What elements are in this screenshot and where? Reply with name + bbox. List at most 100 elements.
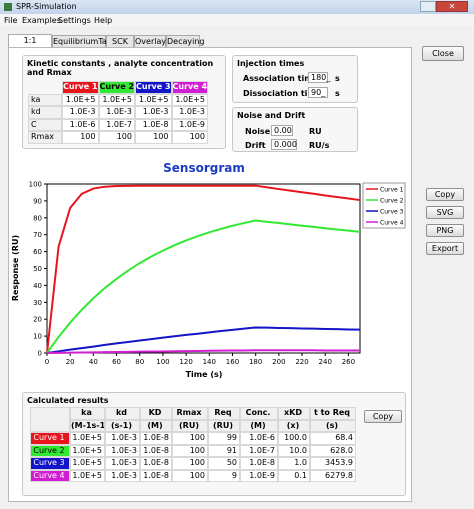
plot-area (46, 183, 361, 354)
minimize-button[interactable] (420, 1, 436, 12)
table-cell: 1.0E-8 (140, 444, 172, 457)
x-tick-label: 140 (203, 358, 216, 366)
table-cell[interactable]: 1.0E-3 (135, 106, 172, 119)
column-header: Rmax (172, 407, 208, 420)
legend-label: Curve 3 (380, 209, 404, 216)
table-cell[interactable]: 1.0E-9 (171, 118, 208, 131)
table-cell: 1.0E-3 (105, 457, 140, 470)
menu-item[interactable]: Settings (58, 16, 91, 25)
y-tick-label: 90 (33, 197, 42, 205)
table-cell: 1.0E-8 (140, 432, 172, 445)
column-unit: (RU) (208, 419, 240, 432)
y-tick-label: 50 (33, 265, 42, 273)
table-cell: 1.0E+5 (70, 444, 105, 457)
svg-button[interactable]: SVG (426, 206, 464, 219)
group-title: Injection times (237, 59, 305, 68)
column-header: KD (140, 407, 172, 420)
table-cell: 1.0E-8 (140, 469, 172, 482)
menu-item[interactable]: Examples (22, 16, 61, 25)
table-cell: 50 (208, 457, 240, 470)
table-cell[interactable]: 1.0E-7 (98, 118, 135, 131)
y-axis-label: Response (RU) (11, 235, 20, 301)
field-label: Dissociation time (243, 89, 322, 98)
x-tick-label: 0 (45, 358, 49, 366)
column-header: Req (208, 407, 240, 420)
table-cell[interactable]: 1.0E+5 (135, 93, 172, 106)
x-tick-label: 120 (179, 358, 192, 366)
table-cell[interactable]: 1.0E-6 (62, 118, 99, 131)
table-cell: 1.0E-3 (105, 444, 140, 457)
table-cell: 1.0E-9 (240, 469, 278, 482)
tab[interactable]: SCK (106, 35, 134, 48)
x-tick-label: 40 (89, 358, 98, 366)
field-label: Drift (245, 141, 266, 150)
table-cell[interactable]: 1.0E-3 (62, 106, 99, 119)
tab-bar: 1:1 KineticsEquilibriumTabSCKOverlayDeca… (8, 34, 208, 57)
column-header: xKD (278, 407, 310, 420)
table-cell: 1.0E+5 (70, 432, 105, 445)
table-cell: 1.0E+5 (70, 457, 105, 470)
data-line (46, 184, 361, 354)
column-header: Conc. (240, 407, 278, 420)
table-cell: 1.0E-8 (240, 457, 278, 470)
table-cell: 9 (208, 469, 240, 482)
results-copy-button[interactable]: Copy (364, 410, 402, 423)
table-cell[interactable]: 100 (62, 131, 99, 144)
x-tick-label: 80 (135, 358, 144, 366)
y-tick-label: 30 (33, 299, 42, 307)
app-icon (4, 3, 12, 11)
y-tick-label: 80 (33, 214, 42, 222)
column-unit: (M) (140, 419, 172, 432)
x-tick-label: 220 (295, 358, 308, 366)
table-cell: 99 (208, 432, 240, 445)
close-button[interactable]: Close (422, 46, 464, 61)
menu-item[interactable]: File (4, 16, 18, 25)
table-cell[interactable]: 1.0E-3 (98, 106, 135, 119)
table-cell: 1.0 (278, 457, 310, 470)
x-tick-label: 100 (156, 358, 169, 366)
table-cell: 91 (208, 444, 240, 457)
window-close-button[interactable]: ✕ (436, 1, 468, 12)
column-unit: (s-1) (105, 419, 140, 432)
unit-label: RU (309, 127, 322, 136)
table-cell[interactable]: 1.0E-8 (135, 118, 172, 131)
group-title: Calculated results (27, 396, 109, 405)
tab[interactable]: Overlay (134, 35, 167, 48)
png-button[interactable]: PNG (426, 224, 464, 237)
tab[interactable]: EquilibriumTab (52, 35, 112, 48)
noise-input[interactable]: 0.00 (271, 125, 293, 136)
export-button[interactable]: Export (426, 242, 464, 255)
table-cell: 100.0 (278, 432, 310, 445)
menu-item[interactable]: Help (94, 16, 113, 25)
row-header: ka (28, 93, 62, 106)
x-tick-label: 180 (249, 358, 262, 366)
table-cell[interactable]: 100 (135, 131, 172, 144)
data-line (46, 326, 361, 354)
data-line (46, 349, 360, 354)
table-cell: 1.0E-3 (105, 432, 140, 445)
unit-label: s (335, 74, 340, 83)
column-header: ka (70, 407, 105, 420)
dissociation-input[interactable]: 90_ (308, 87, 328, 98)
copy-button[interactable]: Copy (426, 188, 464, 201)
column-unit: (M) (240, 419, 278, 432)
table-cell[interactable]: 100 (98, 131, 135, 144)
table-cell[interactable]: 1.0E+5 (171, 93, 208, 106)
association-input[interactable]: 180_ (308, 72, 330, 83)
field-label: Noise (245, 127, 271, 136)
table-cell[interactable]: 1.0E-3 (171, 106, 208, 119)
legend-label: Curve 4 (380, 220, 404, 227)
table-cell: 68.4 (310, 432, 356, 445)
x-tick-label: 200 (272, 358, 285, 366)
drift-input[interactable]: 0.000 (271, 139, 297, 150)
table-cell: 10.0 (278, 444, 310, 457)
table-cell[interactable]: 1.0E+5 (62, 93, 99, 106)
table-cell[interactable]: 1.0E+5 (98, 93, 135, 106)
column-header: Curve 3 (135, 81, 172, 94)
table-cell[interactable]: 100 (171, 131, 208, 144)
corner-cell (30, 407, 70, 432)
tab[interactable]: Decaying (166, 35, 205, 48)
y-tick-label: 70 (33, 231, 42, 239)
